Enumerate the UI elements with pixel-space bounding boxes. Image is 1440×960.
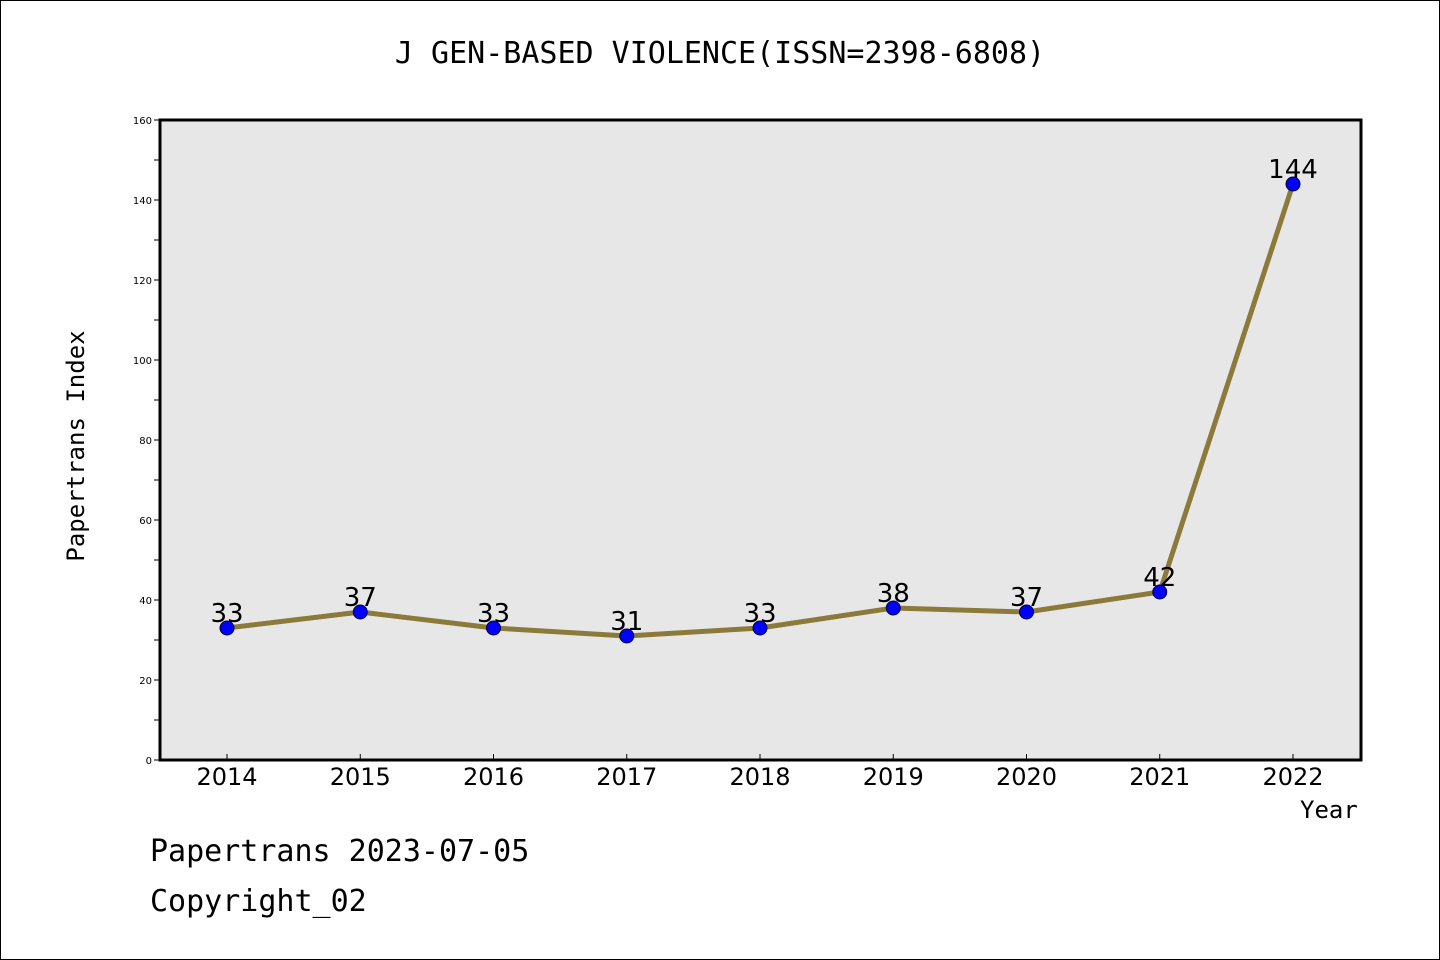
- data-labels: 33 37 33 31 33 38 37 42 144: [210, 155, 1317, 637]
- x-tick-label: 2014: [196, 763, 257, 791]
- data-point: [1152, 584, 1168, 600]
- x-tick-label: 2021: [1129, 763, 1190, 791]
- y-tick-label: 100: [133, 356, 152, 367]
- y-tick-label: 0: [146, 756, 152, 767]
- x-tick-label: 2022: [1262, 763, 1323, 791]
- chart-title: J GEN-BASED VIOLENCE(ISSN=2398-6808): [394, 36, 1046, 71]
- y-tick-label: 20: [139, 676, 152, 687]
- x-tick-label: 2020: [996, 763, 1057, 791]
- data-point: [219, 620, 235, 636]
- x-axis: 2014 2015 2016 2017 2018 2019 2020 2021 2022: [196, 754, 1324, 791]
- x-axis-label: Year: [1300, 796, 1358, 824]
- y-tick-label: 80: [139, 436, 152, 447]
- data-point: [885, 600, 901, 616]
- x-tick-label: 2015: [330, 763, 391, 791]
- y-axis: 0 20 40 60 80 100 120 140 160: [133, 116, 160, 767]
- plot-border: [158, 118, 1363, 762]
- data-label: 38: [877, 579, 910, 609]
- plot-area: [160, 120, 1361, 760]
- data-label: 37: [1010, 583, 1043, 613]
- data-label: 33: [210, 599, 243, 629]
- y-tick-label: 40: [139, 596, 152, 607]
- data-point: [752, 620, 768, 636]
- y-tick-label: 140: [133, 196, 152, 207]
- data-label: 144: [1268, 155, 1318, 185]
- data-point: [486, 620, 501, 636]
- data-point: [1285, 176, 1301, 192]
- footer-date: Papertrans 2023-07-05: [150, 834, 530, 869]
- data-point: [352, 604, 368, 620]
- data-point: [619, 628, 635, 644]
- data-label: 37: [344, 583, 377, 613]
- data-point: [1019, 604, 1034, 620]
- data-label: 42: [1143, 563, 1176, 593]
- x-tick-label: 2017: [596, 763, 657, 791]
- data-label: 31: [610, 607, 643, 637]
- data-label: 33: [477, 599, 510, 629]
- x-tick-label: 2016: [463, 763, 524, 791]
- y-tick-label: 60: [139, 516, 152, 527]
- x-tick-label: 2018: [729, 763, 790, 791]
- data-label: 33: [743, 599, 776, 629]
- footer-copyright: Copyright_02: [150, 884, 367, 919]
- x-tick-label: 2019: [863, 763, 924, 791]
- data-points: [219, 176, 1301, 644]
- y-tick-label: 120: [133, 276, 152, 287]
- y-tick-label: 160: [133, 116, 152, 127]
